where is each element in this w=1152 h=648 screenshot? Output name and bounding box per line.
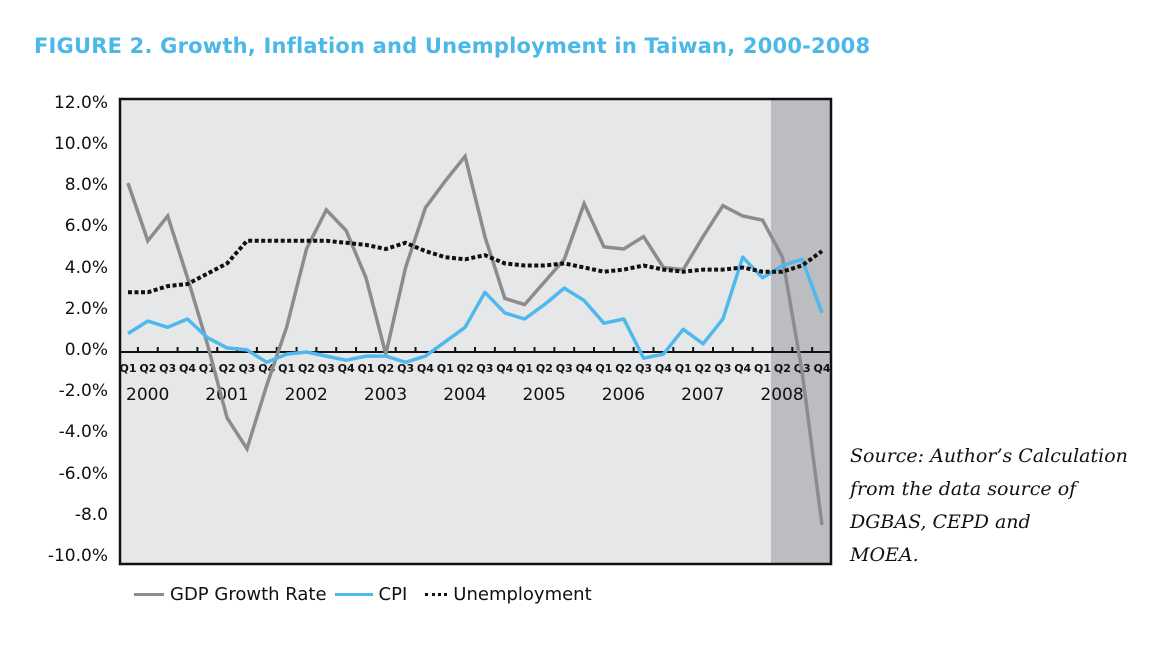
- legend-label-unemployment: Unemployment: [453, 584, 592, 605]
- svg-text:2006: 2006: [602, 385, 645, 405]
- figure-title: FIGURE 2. Growth, Inflation and Unemploy…: [34, 34, 871, 58]
- source-line-3: DGBAS, CEPD and: [850, 511, 1031, 533]
- y-tick-label: 0.0%: [64, 340, 108, 360]
- source-line-4: MOEA.: [850, 544, 919, 566]
- svg-text:Q3: Q3: [238, 363, 255, 375]
- svg-text:Q1: Q1: [595, 363, 612, 375]
- y-tick-label: -8.0: [74, 504, 108, 525]
- legend-item-unemployment: Unemployment: [425, 584, 592, 605]
- legend-label-gdp: GDP Growth Rate: [170, 584, 327, 605]
- svg-text:Q4: Q4: [814, 363, 831, 375]
- svg-text:Q2: Q2: [219, 363, 236, 375]
- legend-item-cpi: CPI: [334, 584, 408, 605]
- svg-text:Q3: Q3: [318, 363, 335, 375]
- plot-background: [120, 99, 831, 564]
- y-tick-label: 2.0%: [64, 298, 108, 319]
- svg-text:Q3: Q3: [556, 363, 573, 375]
- svg-text:Q2: Q2: [615, 363, 632, 375]
- series-line-gdp-growth-rate: [126, 152, 824, 526]
- svg-text:Q4: Q4: [417, 363, 434, 375]
- svg-text:Q2: Q2: [298, 363, 315, 375]
- y-tick-label: -2.0%: [58, 381, 108, 402]
- series-line-cpi: [127, 255, 824, 365]
- svg-text:Q4: Q4: [734, 363, 751, 375]
- svg-text:Q1: Q1: [675, 363, 692, 375]
- y-tick-label: 12.0%: [53, 92, 108, 113]
- legend-label-cpi: CPI: [378, 584, 408, 605]
- svg-text:Q2: Q2: [536, 363, 553, 375]
- legend-swatch-unemployment-icon: [425, 593, 448, 596]
- svg-text:2007: 2007: [681, 385, 724, 405]
- svg-text:Q3: Q3: [476, 363, 493, 375]
- source-line-2: from the data source of: [850, 478, 1077, 500]
- svg-text:Q2: Q2: [377, 363, 394, 375]
- svg-text:Q2: Q2: [139, 363, 156, 375]
- svg-text:Q3: Q3: [397, 363, 414, 375]
- svg-text:Q4: Q4: [576, 363, 593, 375]
- svg-text:Q1: Q1: [278, 363, 295, 375]
- y-tick-label: 8.0%: [64, 175, 108, 196]
- legend-swatch-gdp-icon: [134, 593, 164, 596]
- svg-text:2001: 2001: [205, 385, 248, 405]
- source-note: Source: Author’s Calculation from the da…: [850, 440, 1130, 572]
- svg-text:Q1: Q1: [357, 363, 374, 375]
- svg-text:Q3: Q3: [714, 363, 731, 375]
- svg-text:2004: 2004: [443, 385, 486, 405]
- svg-text:2008: 2008: [760, 385, 803, 405]
- y-tick-label: 6.0%: [64, 216, 108, 237]
- y-tick-label: -6.0%: [58, 463, 108, 484]
- svg-text:Q2: Q2: [774, 363, 791, 375]
- svg-text:2000: 2000: [126, 385, 169, 405]
- source-line-1: Source: Author’s Calculation: [850, 445, 1128, 467]
- legend-item-gdp: GDP Growth Rate: [134, 584, 327, 605]
- shaded-region-2008: [771, 99, 831, 564]
- svg-text:Q4: Q4: [496, 363, 513, 375]
- legend-swatch-cpi-icon: [334, 593, 373, 596]
- svg-text:Q4: Q4: [655, 363, 672, 375]
- svg-text:Q2: Q2: [695, 363, 712, 375]
- y-tick-label: 10.0%: [53, 134, 108, 154]
- svg-text:Q3: Q3: [159, 363, 176, 375]
- y-tick-label: -10.0%: [47, 546, 108, 566]
- chart-legend: GDP Growth Rate CPI Unemployment: [134, 584, 600, 605]
- svg-text:2002: 2002: [285, 385, 328, 405]
- svg-text:Q1: Q1: [120, 363, 137, 375]
- svg-text:Q4: Q4: [338, 363, 355, 375]
- svg-text:Q1: Q1: [437, 363, 454, 375]
- svg-text:Q1: Q1: [754, 363, 771, 375]
- x-axis-year-labels: 2000 2001 2002 2003 2004 2005 2006 2007 2008: [126, 385, 804, 405]
- svg-text:Q1: Q1: [516, 363, 533, 375]
- svg-text:Q4: Q4: [179, 363, 196, 375]
- y-tick-label: -4.0%: [58, 422, 108, 443]
- plot-border: [118, 97, 833, 566]
- svg-text:2003: 2003: [364, 385, 407, 405]
- svg-text:Q2: Q2: [457, 363, 474, 375]
- x-axis-quarter-labels: Q1 Q2 Q3 Q4 Q1 Q2 Q3 Q4 Q1 Q2 Q3 Q4 Q1 Q2 Q3 Q4 Q1 Q2 Q3 Q4…: [120, 363, 832, 375]
- svg-text:2005: 2005: [523, 385, 566, 405]
- svg-text:Q3: Q3: [635, 363, 652, 375]
- y-tick-label: 4.0%: [64, 257, 108, 278]
- series-line-unemployment: [128, 238, 824, 295]
